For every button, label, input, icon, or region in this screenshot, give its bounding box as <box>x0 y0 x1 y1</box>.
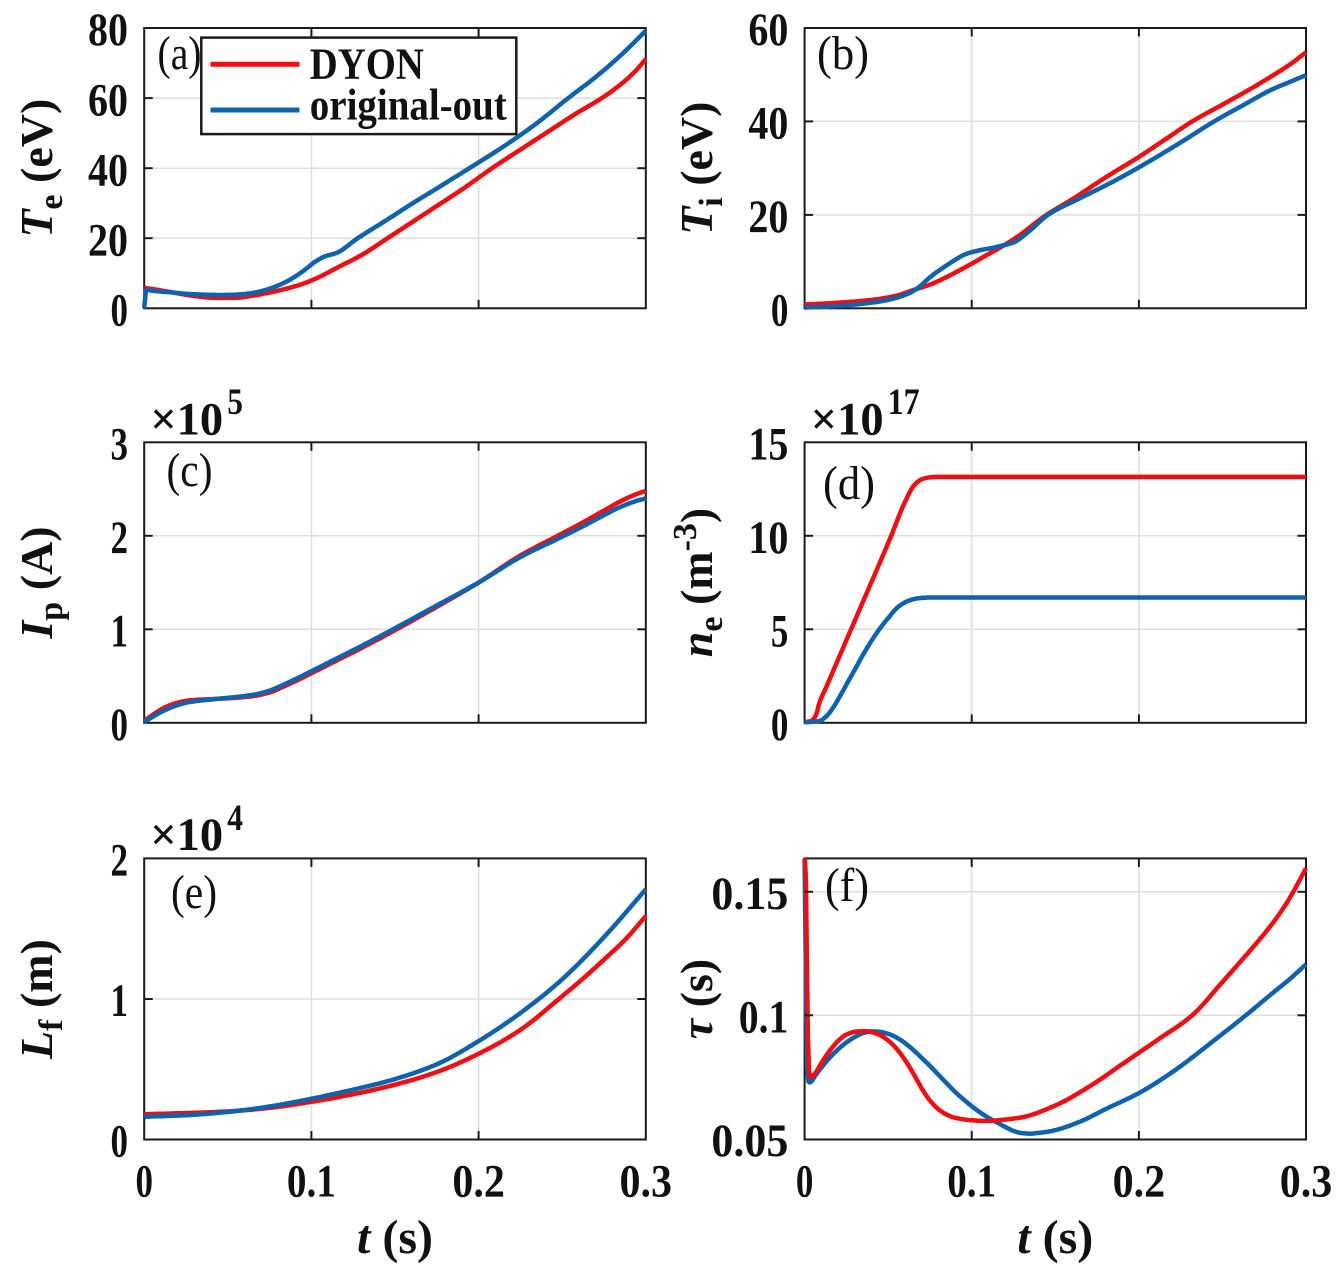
svg-text:0: 0 <box>771 285 789 337</box>
svg-text:0: 0 <box>135 1156 153 1208</box>
svg-text:t (s): t (s) <box>1017 1211 1093 1264</box>
svg-text:Te (eV): Te (eV) <box>11 99 70 238</box>
svg-text:17: 17 <box>888 382 920 423</box>
svg-text:0: 0 <box>111 1116 129 1168</box>
svg-text:0.15: 0.15 <box>711 868 788 920</box>
svg-text:80: 80 <box>88 4 128 56</box>
svg-text:0.1: 0.1 <box>287 1156 336 1208</box>
svg-text:Ip (A): Ip (A) <box>11 526 70 639</box>
svg-text:0: 0 <box>771 699 789 751</box>
svg-text:0.05: 0.05 <box>711 1115 788 1167</box>
svg-text:0: 0 <box>111 285 129 337</box>
svg-text:0: 0 <box>796 1156 814 1208</box>
svg-text:×10: ×10 <box>811 393 884 445</box>
svg-text:original-out: original-out <box>310 81 507 130</box>
svg-text:20: 20 <box>748 191 788 243</box>
svg-text:0.1: 0.1 <box>947 1156 996 1208</box>
svg-text:3: 3 <box>111 419 129 471</box>
svg-text:(a): (a) <box>158 27 202 80</box>
svg-text:15: 15 <box>748 419 788 471</box>
svg-text:(f): (f) <box>825 859 869 912</box>
svg-text:(b): (b) <box>817 27 869 80</box>
svg-text:5: 5 <box>771 606 789 658</box>
svg-text:(d): (d) <box>823 457 875 510</box>
svg-text:t (s): t (s) <box>357 1211 433 1264</box>
svg-text:40: 40 <box>88 144 128 196</box>
svg-text:0.3: 0.3 <box>620 1156 673 1208</box>
svg-text:0.2: 0.2 <box>452 1156 505 1208</box>
svg-text:×10: ×10 <box>150 809 223 861</box>
svg-text:20: 20 <box>88 214 128 266</box>
svg-text:5: 5 <box>227 382 243 423</box>
svg-text:2: 2 <box>111 835 129 887</box>
svg-text:Ti (eV): Ti (eV) <box>671 102 730 235</box>
svg-text:0.2: 0.2 <box>1113 1156 1166 1208</box>
svg-text:2: 2 <box>111 512 129 564</box>
svg-text:Lf (m): Lf (m) <box>11 939 70 1060</box>
svg-text:40: 40 <box>748 98 788 150</box>
svg-text:10: 10 <box>748 512 788 564</box>
svg-text:τ (s): τ (s) <box>671 959 722 1039</box>
svg-text:0.1: 0.1 <box>739 992 789 1044</box>
svg-text:DYON: DYON <box>310 40 424 89</box>
svg-text:ne (m-3): ne (m-3) <box>667 508 730 657</box>
svg-text:1: 1 <box>111 606 129 658</box>
svg-text:4: 4 <box>227 798 243 839</box>
svg-text:0.3: 0.3 <box>1280 1156 1333 1208</box>
svg-text:(e): (e) <box>171 866 217 919</box>
svg-text:1: 1 <box>111 975 129 1027</box>
svg-text:60: 60 <box>748 4 788 56</box>
svg-text:0: 0 <box>111 699 129 751</box>
svg-text:60: 60 <box>88 74 128 126</box>
svg-text:×10: ×10 <box>150 393 223 445</box>
svg-text:(c): (c) <box>167 444 213 497</box>
